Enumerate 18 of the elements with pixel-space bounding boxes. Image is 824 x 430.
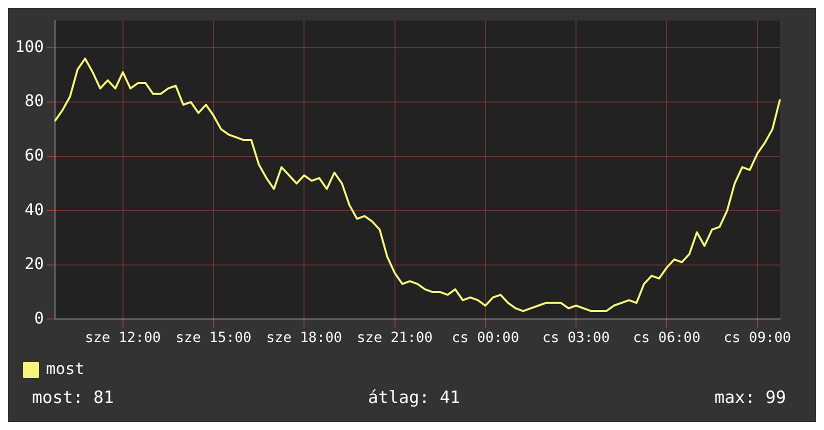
x-tick-label: sze 21:00 [356,330,433,346]
y-tick-label: 40 [24,200,44,219]
y-tick-label: 80 [24,91,44,110]
y-tick-label: 20 [24,254,44,274]
text: most: 81 [32,388,114,408]
text: átlag: 41 [368,388,460,408]
x-tick-label: sze 18:00 [266,330,342,346]
x-tick-label: cs 00:00 [452,330,520,346]
x-tick-label: cs 03:00 [542,330,610,346]
x-tick-label: sze 12:00 [84,330,161,346]
y-tick-label: 60 [24,145,44,164]
legend-label: most [46,359,85,378]
y-tick-label: 0 [34,308,44,328]
x-tick-label: cs 09:00 [724,330,792,346]
y-tick-label: 100 [14,36,44,56]
x-tick-label: cs 06:00 [632,330,700,346]
x-tick-label: sze 15:00 [176,330,252,346]
text: max: 99 [714,388,786,408]
